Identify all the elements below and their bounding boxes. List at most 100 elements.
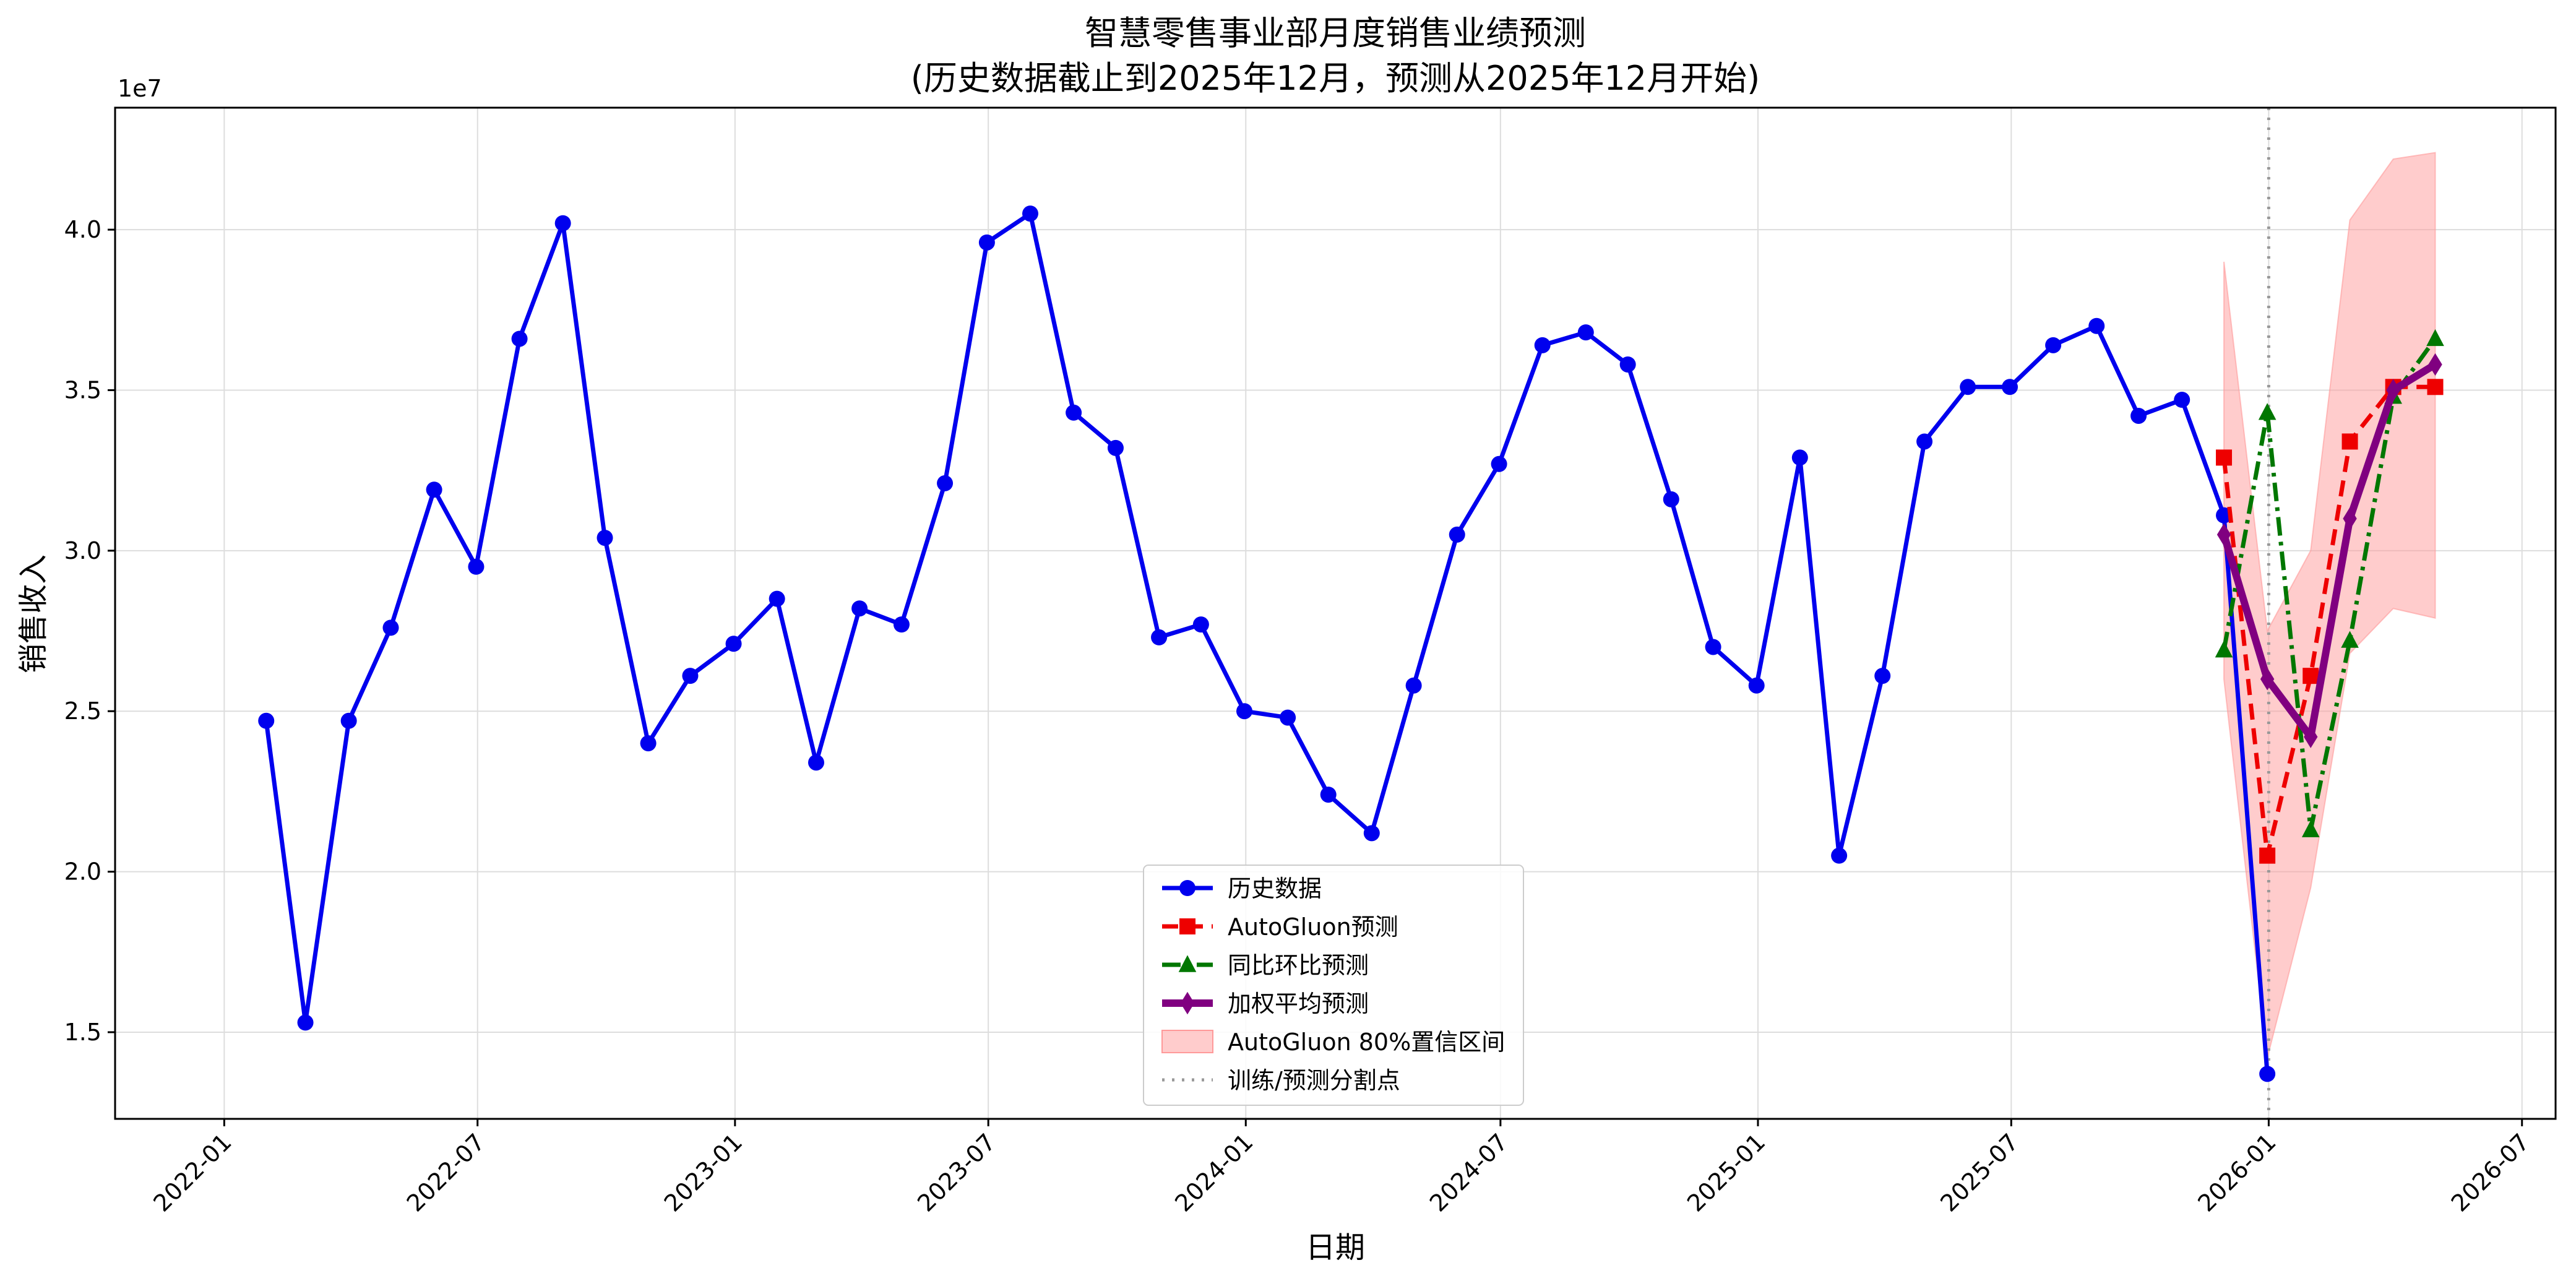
- data-point: [2341, 433, 2358, 450]
- data-point: [258, 712, 275, 729]
- y-tick-label: 2.5: [64, 697, 101, 725]
- data-point: [851, 600, 868, 617]
- series-0: [258, 205, 2276, 1082]
- y-tick-label: 3.0: [64, 537, 101, 564]
- data-point: [426, 481, 442, 498]
- data-point: [640, 735, 657, 752]
- x-axis-label: 日期: [1306, 1230, 1365, 1265]
- data-point: [2002, 379, 2018, 395]
- data-point: [297, 1014, 314, 1031]
- legend-marker: [1180, 991, 1195, 1015]
- data-point: [1491, 455, 1507, 472]
- data-point: [2259, 1066, 2276, 1082]
- data-point: [937, 475, 954, 491]
- y-tick-label: 1.5: [64, 1019, 101, 1046]
- data-point: [682, 668, 699, 684]
- data-point: [1405, 677, 1422, 694]
- legend-label: AutoGluon预测: [1228, 913, 1398, 941]
- data-point: [1960, 379, 1976, 395]
- legend-marker: [1179, 918, 1195, 934]
- data-point: [1831, 847, 1848, 864]
- series-line: [2220, 361, 2437, 741]
- data-point: [2216, 449, 2233, 466]
- legend-item: 训练/预测分割点: [1162, 1067, 1400, 1094]
- data-point: [2258, 403, 2277, 420]
- data-point: [1619, 356, 1636, 373]
- data-point: [978, 234, 995, 251]
- y-multiplier-label: 1e7: [118, 75, 162, 102]
- legend-label: 同比环比预测: [1228, 952, 1369, 979]
- data-point: [2045, 337, 2062, 353]
- y-tick-label: 4.0: [64, 216, 101, 243]
- series-3: [2216, 353, 2442, 748]
- legend-item: 同比环比预测: [1162, 952, 1369, 979]
- y-tick-label: 2.0: [64, 858, 101, 886]
- y-axis-label: 销售收入: [16, 554, 51, 673]
- data-point: [1280, 709, 1296, 726]
- legend-marker: [1178, 955, 1197, 972]
- data-point: [2304, 725, 2318, 748]
- data-point: [1320, 787, 1337, 803]
- data-point: [2260, 668, 2275, 691]
- legend-label: 历史数据: [1228, 875, 1322, 902]
- plot-frame: [114, 106, 2557, 1120]
- data-point: [2427, 379, 2444, 395]
- data-point: [1449, 526, 1465, 543]
- legend-marker: [1179, 880, 1195, 896]
- legend-item: 加权平均预测: [1162, 990, 1369, 1017]
- legend-swatch: [1161, 1030, 1213, 1053]
- data-point: [2341, 631, 2359, 648]
- data-point: [1022, 205, 1038, 222]
- data-point: [2301, 820, 2320, 837]
- series-layer: [258, 205, 2444, 1082]
- data-point: [2426, 329, 2444, 347]
- data-point: [382, 619, 399, 636]
- series-line: [264, 211, 2270, 1074]
- data-point: [1107, 439, 1124, 456]
- data-point: [1363, 825, 1380, 842]
- data-point: [554, 215, 571, 231]
- data-point: [2216, 523, 2231, 546]
- data-point: [2343, 507, 2357, 530]
- legend-item: AutoGluon预测: [1162, 913, 1398, 941]
- data-point: [2386, 379, 2400, 402]
- data-point: [1236, 703, 1253, 720]
- legend-label: 加权平均预测: [1228, 990, 1369, 1017]
- data-point: [1748, 677, 1765, 694]
- chart-title-line1: 智慧零售事业部月度销售业绩预测: [1085, 14, 1586, 53]
- data-point: [1916, 433, 1933, 450]
- data-point: [468, 558, 485, 575]
- data-point: [1534, 337, 1551, 353]
- data-point: [1577, 324, 1594, 341]
- legend-label: 训练/预测分割点: [1228, 1067, 1400, 1094]
- data-point: [2215, 640, 2233, 658]
- data-point: [1066, 404, 1082, 421]
- data-point: [893, 616, 910, 633]
- data-point: [808, 754, 824, 771]
- data-point: [340, 712, 357, 729]
- legend-item: AutoGluon 80%置信区间: [1161, 1029, 1505, 1056]
- data-point: [2088, 317, 2105, 334]
- legend-label: AutoGluon 80%置信区间: [1228, 1029, 1505, 1056]
- data-point: [2428, 353, 2442, 376]
- data-point: [1663, 491, 1679, 507]
- legend-box: [1143, 865, 1524, 1106]
- data-point: [511, 330, 528, 347]
- data-point: [2174, 392, 2190, 408]
- chart-title-line2: (历史数据截止到2025年12月，预测从2025年12月开始): [911, 59, 1760, 98]
- data-point: [2302, 668, 2319, 684]
- data-point: [2130, 407, 2147, 424]
- legend-item: 历史数据: [1162, 875, 1322, 902]
- data-point: [2259, 847, 2276, 864]
- data-point: [1791, 449, 1808, 466]
- y-tick-label: 3.5: [64, 376, 101, 403]
- data-point: [725, 636, 742, 652]
- data-point: [1705, 639, 1721, 655]
- data-point: [769, 590, 785, 607]
- data-point: [1874, 668, 1891, 684]
- data-point: [1192, 616, 1209, 633]
- data-point: [1151, 629, 1168, 645]
